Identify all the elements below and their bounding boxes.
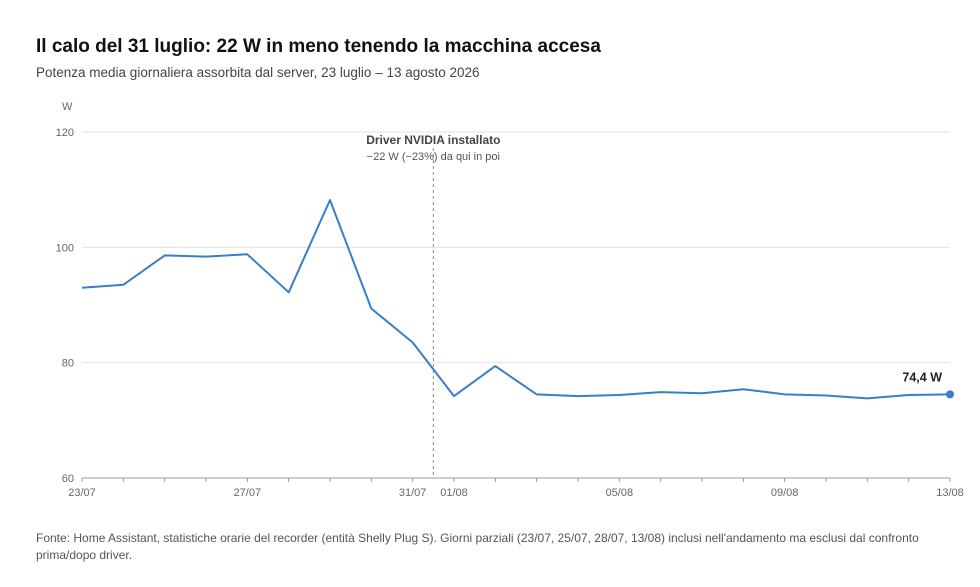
chart-title: Il calo del 31 luglio: 22 W in meno tene… bbox=[36, 36, 601, 57]
annotation-text: −22 W (−23%) da qui in poi bbox=[367, 151, 500, 163]
annotation-title: Driver NVIDIA installato bbox=[366, 133, 500, 147]
series-line bbox=[81, 199, 951, 400]
y-tick-label: 100 bbox=[56, 242, 74, 254]
x-tick-label: 27/07 bbox=[234, 487, 262, 499]
end-value-label: 74,4 W bbox=[902, 370, 942, 384]
y-axis-unit-label: W bbox=[62, 101, 73, 113]
x-tick-label: 05/08 bbox=[606, 487, 634, 499]
x-tick-label: 09/08 bbox=[771, 487, 799, 499]
x-tick-label: 01/08 bbox=[440, 487, 468, 499]
y-tick-label: 120 bbox=[56, 127, 74, 139]
source-note: Fonte: Home Assistant, statistiche orari… bbox=[36, 531, 919, 562]
x-tick-label: 13/08 bbox=[936, 487, 964, 499]
series-end-point bbox=[946, 390, 954, 399]
y-tick-label: 80 bbox=[62, 358, 74, 370]
line-chart: W 60 80 100 120 23/07 27/07 31/07 01/08 05/08 09… bbox=[56, 101, 964, 499]
x-tick-label: 23/07 bbox=[68, 487, 96, 499]
x-tick-label: 31/07 bbox=[399, 487, 427, 499]
chart-subtitle: Potenza media giornaliera assorbita dal … bbox=[36, 65, 480, 80]
y-tick-label: 60 bbox=[62, 473, 74, 485]
